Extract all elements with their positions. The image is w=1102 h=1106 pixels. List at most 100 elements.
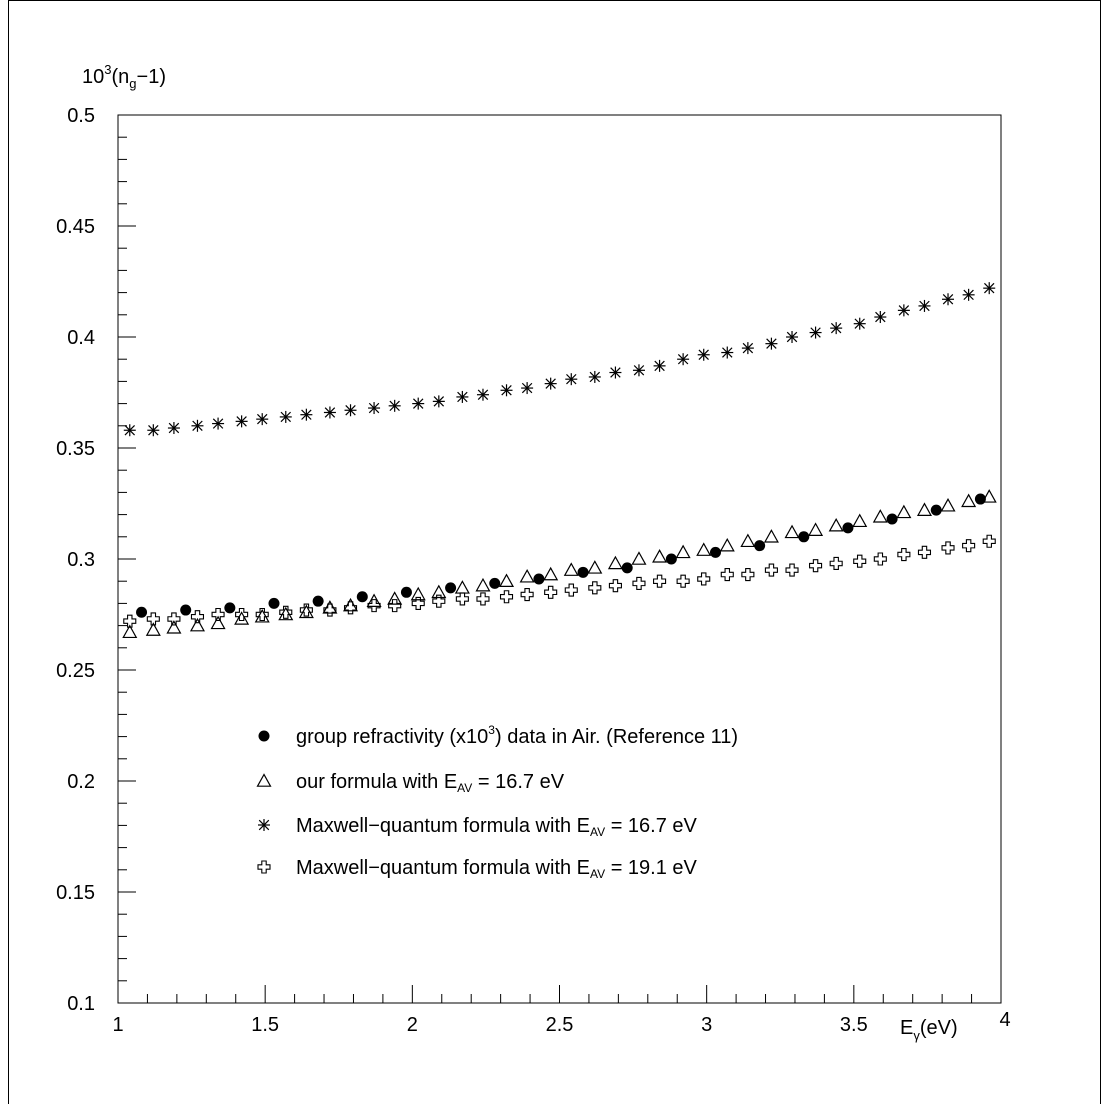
data-point (830, 322, 843, 335)
data-point (323, 406, 336, 419)
data-point (367, 599, 381, 613)
data-point (962, 288, 975, 301)
data-point (564, 583, 578, 597)
data-point (918, 299, 931, 312)
data-point (279, 410, 292, 423)
x-tick-label: 2.5 (546, 1014, 574, 1036)
legend-label: Maxwell−quantum formula with EAV = 19.1 … (296, 857, 698, 881)
y-tick-label: 0.25 (56, 660, 95, 682)
tick-labels: 1 1.5 2 2.5 3 3.5 4 0.1 0.15 0.2 0.25 0.3 0.35 0.4 0.4… (56, 105, 1011, 1036)
data-point (235, 607, 249, 622)
data-point (709, 546, 721, 558)
data-point (255, 607, 269, 622)
data-point (765, 337, 778, 350)
data-point (123, 424, 136, 437)
y-axis-title: 103(ng−1) (82, 62, 166, 91)
data-point (653, 574, 667, 588)
data-point (784, 524, 800, 539)
data-point (521, 382, 534, 395)
data-point (211, 607, 225, 622)
data-point (520, 587, 534, 602)
data-point (719, 537, 735, 552)
data-point (721, 346, 734, 359)
y-tick-label: 0.5 (67, 105, 95, 127)
series-4 (123, 534, 996, 628)
x-tick-label: 1.5 (251, 1014, 279, 1036)
data-point (519, 569, 535, 583)
axis-titles: 103(ng−1) Eγ(eV) (82, 62, 958, 1043)
legend-label: our formula with EAV = 16.7 eV (296, 771, 565, 795)
data-point (166, 620, 182, 634)
y-tick-label: 0.3 (67, 549, 95, 571)
data-point (476, 592, 490, 606)
legend-marker (258, 819, 270, 831)
data-point (224, 602, 236, 614)
data-point (764, 563, 778, 577)
data-point (740, 533, 756, 548)
data-point (455, 592, 469, 606)
data-point (167, 422, 180, 435)
data-point (489, 577, 501, 589)
data-point (886, 513, 898, 525)
data-point (322, 600, 338, 614)
legend-label: Maxwell−quantum formula with EAV = 16.7 … (296, 815, 698, 839)
data-point (388, 399, 401, 412)
data-point (588, 370, 601, 383)
data-point (981, 489, 997, 503)
data-point (916, 502, 932, 516)
x-tick-label: 4 (999, 1009, 1010, 1031)
data-point (400, 586, 412, 598)
data-point (962, 539, 976, 553)
y-tick-label: 0.35 (56, 438, 95, 460)
data-point (677, 353, 690, 366)
data-point (431, 584, 447, 599)
data-point (897, 304, 910, 317)
data-point (323, 603, 337, 617)
data-point (785, 563, 799, 577)
data-point (632, 576, 646, 590)
data-point (344, 404, 357, 417)
data-point (940, 497, 956, 512)
data-point (829, 556, 843, 570)
legend-marker (257, 860, 271, 874)
data-point (665, 553, 677, 565)
data-point (234, 611, 250, 625)
data-point (897, 548, 911, 562)
data-point (942, 293, 955, 306)
data-point (432, 395, 445, 408)
data-point (621, 562, 633, 574)
data-point (312, 595, 324, 607)
data-point (432, 594, 446, 608)
data-point (279, 605, 293, 619)
data-point (500, 384, 513, 397)
data-point (961, 493, 977, 508)
data-point (410, 586, 426, 601)
data-point (842, 522, 854, 534)
data-point (212, 417, 225, 430)
data-point (445, 582, 457, 594)
legend-marker (258, 730, 270, 742)
y-tick-label: 0.15 (56, 882, 95, 904)
data-point (983, 282, 996, 295)
data-point (852, 513, 868, 528)
data-point (873, 552, 887, 566)
y-tick-label: 0.1 (67, 993, 95, 1015)
data-point (874, 311, 887, 324)
data-point (896, 504, 912, 519)
data-point (853, 554, 867, 568)
data-point (388, 599, 402, 613)
data-point (476, 388, 489, 401)
data-point (343, 601, 358, 615)
data-point (412, 397, 425, 410)
data-point (366, 593, 382, 607)
data-point (190, 610, 205, 624)
data-point (607, 555, 623, 570)
data-point (763, 529, 779, 543)
data-point (808, 522, 824, 536)
data-point (254, 608, 270, 623)
series-1 (136, 493, 986, 618)
data-point (543, 566, 559, 581)
data-point (675, 544, 691, 559)
data-point (368, 402, 381, 415)
data-point (387, 591, 403, 605)
